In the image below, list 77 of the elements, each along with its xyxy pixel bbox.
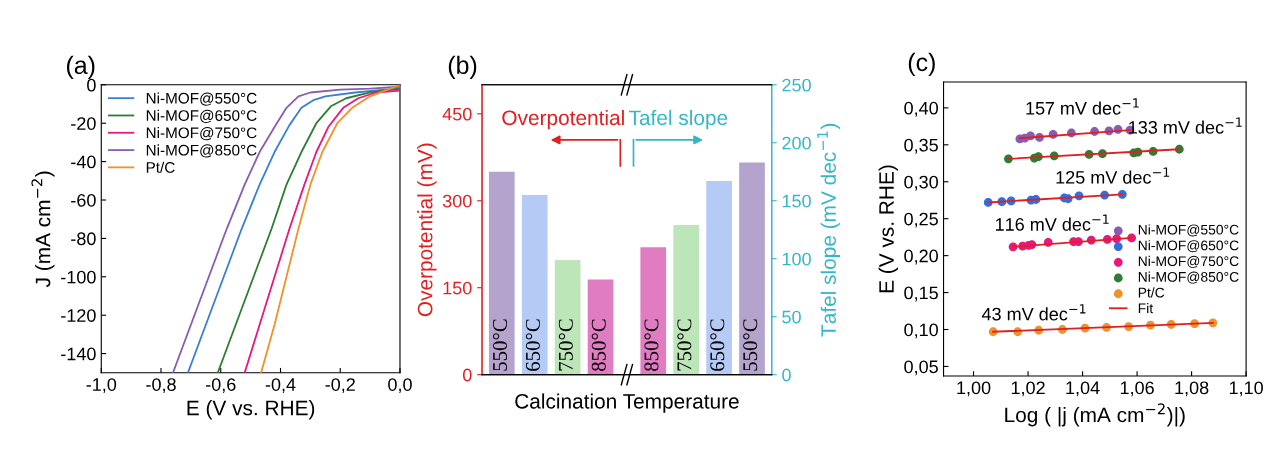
y2-axis-title: Tafel slope (mV dec$^{−1}$)	[817, 123, 841, 337]
x-tick-label: 1,10	[1229, 381, 1263, 397]
x-tick-label: 1,04	[1066, 381, 1100, 397]
x-axis-title: E (V vs. RHE)	[187, 400, 315, 420]
x-axis-title: Log ( |j (mA cm$^{−2}$)|)	[1005, 403, 1185, 427]
x-tick-label: -0,4	[265, 378, 296, 394]
x-tick-label: 1,08	[1175, 381, 1209, 397]
x-tick-label: -0,6	[206, 378, 236, 394]
y-tick-label: 0,15	[904, 286, 938, 302]
x-tick-label: 550°C	[743, 319, 758, 371]
x-tick-label: 0,0	[388, 378, 412, 394]
y-axis-title: J (mA cm$^{−2}$)	[31, 171, 55, 288]
chart-title: (c)	[908, 52, 935, 77]
legend-label: Ni-MOF@750°C	[146, 127, 257, 141]
y-tick-label: 0	[87, 78, 96, 92]
x-tick-label: 650°C	[525, 319, 540, 371]
x-tick-label: 850°C	[591, 319, 606, 371]
legend-label: Fit	[1138, 303, 1154, 314]
y2-tick-label: 100	[782, 252, 811, 266]
legend-label: Ni-MOF@850°C	[146, 144, 257, 158]
y-tick-label: -140	[61, 347, 96, 361]
x-tick-label: -1,0	[86, 378, 117, 394]
y-tick-label: 450	[442, 107, 472, 121]
annotation: Tafel slope	[629, 109, 728, 130]
x-tick-label: 750°C	[558, 319, 573, 371]
legend-label: Ni-MOF@550°C	[146, 92, 257, 106]
legend-label: Pt/C	[1138, 287, 1165, 298]
y2-tick-label: 0	[782, 368, 791, 382]
legend-label: Ni-MOF@850°C	[1138, 271, 1239, 284]
x-tick-label: 750°C	[677, 319, 692, 371]
bar	[521, 194, 548, 375]
y-tick-label: -120	[61, 309, 96, 322]
annotation: 157 mV dec$^{−1}$	[1026, 98, 1139, 115]
y-tick-label: 0,25	[904, 212, 938, 228]
y-tick-label: -80	[71, 232, 96, 246]
legend-label: Pt/C	[146, 161, 175, 173]
annotation: Overpotential	[502, 109, 624, 130]
legend-label: Ni-MOF@650°C	[146, 109, 257, 123]
y-tick-label: 0,30	[904, 175, 938, 191]
y-tick-label: 0,40	[904, 101, 938, 117]
chart-title: (b)	[448, 55, 477, 79]
y-tick-label: 300	[442, 194, 472, 208]
y-tick-label: -40	[71, 155, 96, 169]
annotation: 116 mV dec$^{−1}$	[995, 214, 1109, 231]
y-axis-title: E (V vs. RHE)	[878, 165, 898, 293]
bar	[554, 259, 581, 375]
legend-label: Ni-MOF@550°C	[1138, 224, 1239, 237]
x-tick-label: 550°C	[492, 319, 507, 371]
y-tick-label: 0,35	[904, 138, 938, 154]
y-tick-label: 0,10	[904, 323, 938, 339]
y-tick-label: -20	[71, 117, 96, 130]
y2-tick-label: 50	[782, 310, 801, 324]
y-tick-label: 150	[443, 281, 472, 295]
x-tick-label: 650°C	[710, 319, 725, 371]
annotation: 125 mV dec$^{−1}$	[1056, 167, 1170, 184]
bar	[488, 171, 515, 375]
x-tick-label: -0,8	[146, 378, 176, 394]
y-tick-label: -60	[71, 193, 96, 207]
x-tick-label: 1,02	[1011, 381, 1045, 397]
y2-tick-label: 250	[782, 78, 811, 92]
x-tick-label: 1,00	[957, 381, 991, 397]
y-axis-title: Overpotential (mV)	[417, 143, 437, 317]
y-tick-label: 0,20	[904, 249, 938, 265]
annotation: 133 mV dec$^{−1}$	[1129, 117, 1242, 134]
y-tick-label: -100	[61, 270, 96, 284]
x-tick-label: 850°C	[644, 319, 659, 371]
x-axis-title: Calcination Temperature	[515, 393, 739, 413]
y2-tick-label: 200	[782, 136, 811, 150]
annotation: 43 mV dec$^{−1}$	[981, 304, 1086, 321]
y-tick-label: 0	[462, 368, 472, 382]
legend-label: Ni-MOF@750°C	[1138, 255, 1239, 268]
legend-label: Ni-MOF@650°C	[1138, 240, 1239, 253]
chart-title: (a)	[66, 55, 95, 80]
x-tick-label: 1,06	[1120, 381, 1154, 397]
y2-tick-label: 150	[782, 194, 811, 208]
x-tick-label: -0,2	[325, 378, 355, 394]
y-tick-label: 0,05	[904, 360, 938, 376]
